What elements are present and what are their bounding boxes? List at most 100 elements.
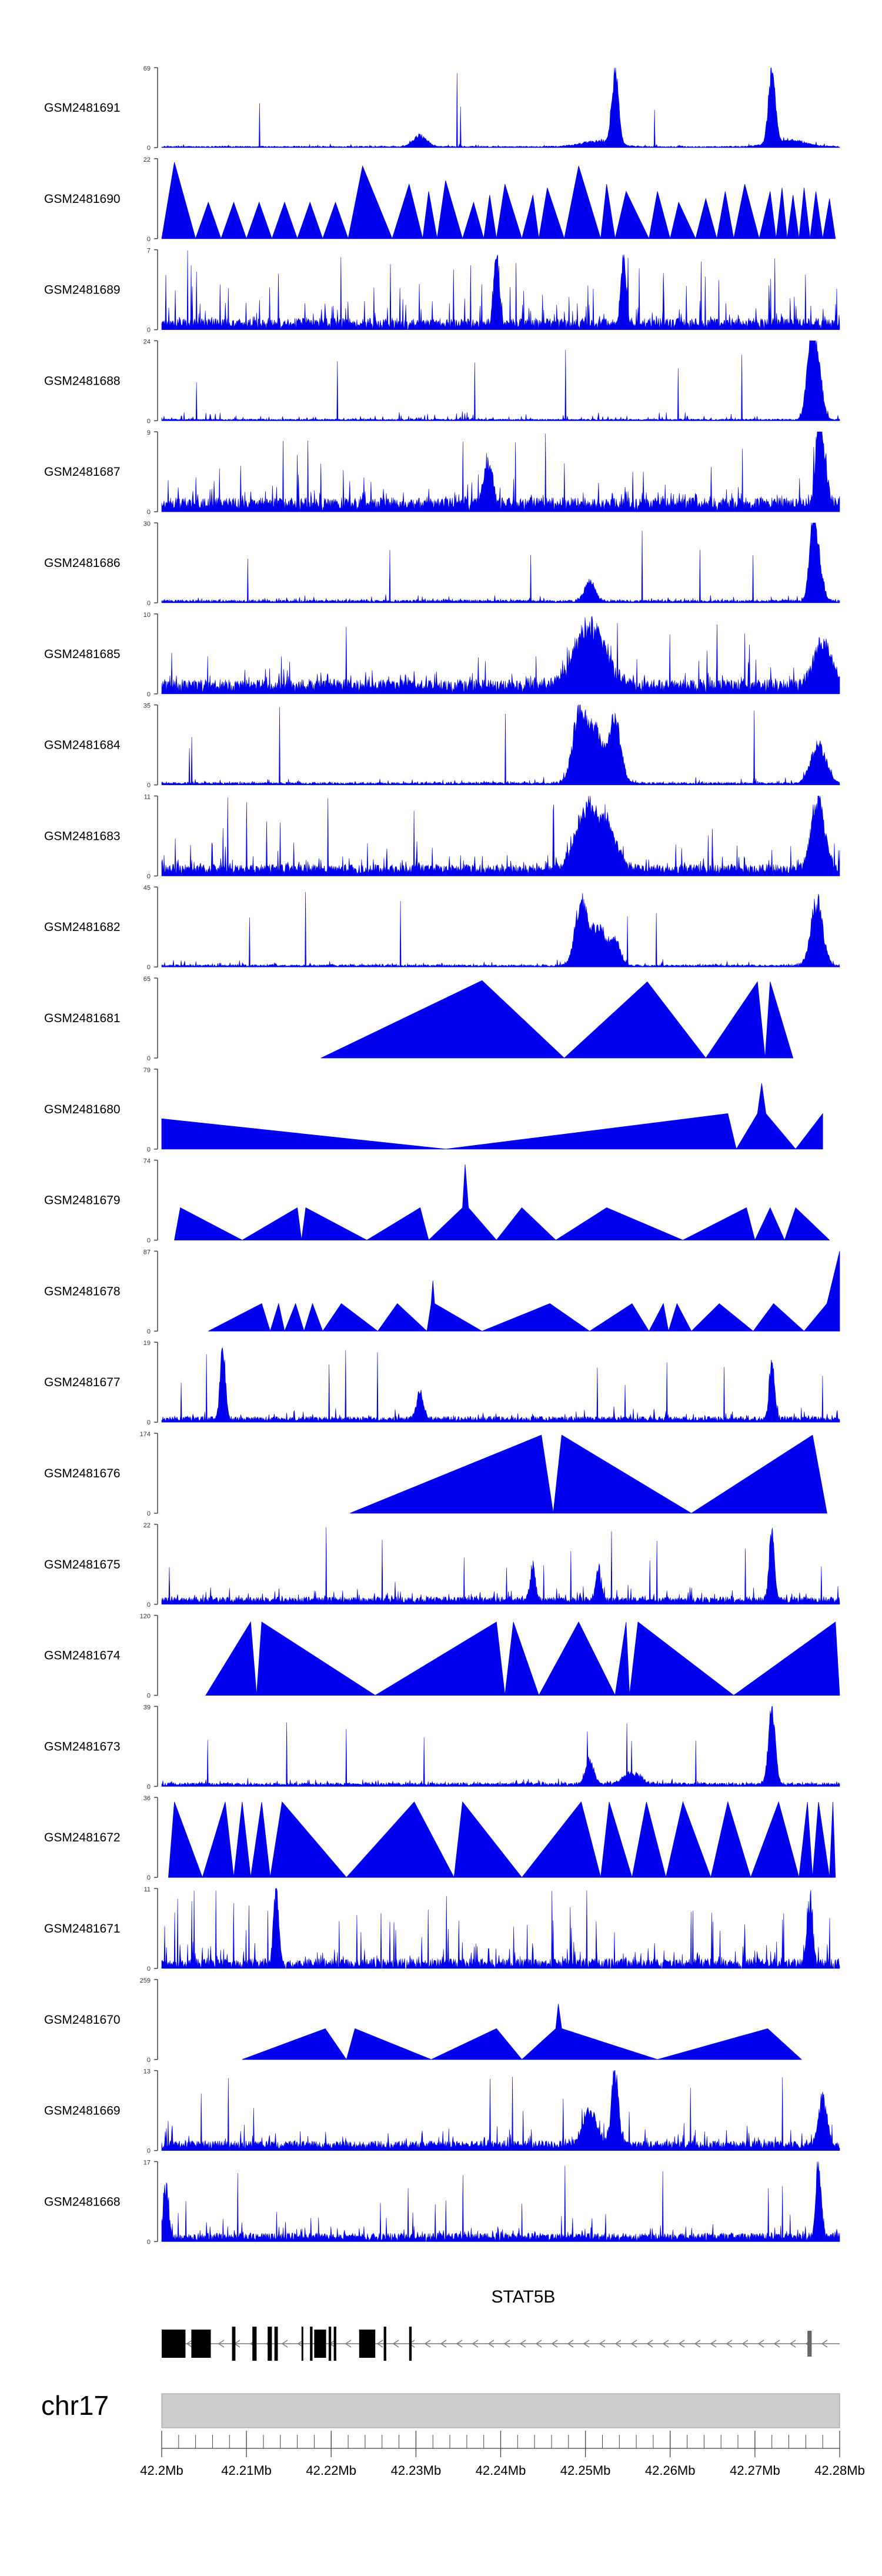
y-max-label: 79 <box>143 1067 151 1074</box>
exon <box>328 2327 332 2361</box>
y-min-label: 0 <box>147 2057 151 2064</box>
track: GSM2481679 74 0 <box>44 1158 830 1244</box>
signal-area <box>349 1434 827 1514</box>
tick-label: 42.24Mb <box>476 2463 526 2478</box>
strand-arrow-icon <box>440 2340 447 2348</box>
track-label: GSM2481690 <box>44 192 121 206</box>
y-min-label: 0 <box>147 1510 151 1517</box>
track-label: GSM2481670 <box>44 2013 121 2027</box>
y-max-label: 13 <box>143 2068 151 2076</box>
signal-area <box>161 522 840 603</box>
y-min-label: 0 <box>147 1419 151 1426</box>
y-max-label: 7 <box>147 248 151 255</box>
signal-area <box>161 1527 840 1605</box>
exon <box>162 2330 186 2358</box>
track: GSM2481677 19 0 <box>44 1340 840 1426</box>
signal-area <box>208 1251 840 1332</box>
strand-arrow-icon <box>392 2340 399 2348</box>
strand-arrow-icon <box>821 2340 828 2348</box>
exon <box>333 2327 336 2361</box>
y-max-label: 22 <box>143 156 151 163</box>
tick-label: 42.23Mb <box>391 2463 442 2478</box>
exon <box>409 2327 412 2361</box>
track-label: GSM2481669 <box>44 2104 121 2118</box>
track: GSM2481689 7 0 <box>44 248 840 334</box>
track-label: GSM2481683 <box>44 829 121 843</box>
signal-area <box>161 892 840 967</box>
signal-area <box>161 1347 840 1423</box>
y-max-label: 10 <box>143 612 151 619</box>
track: GSM2481686 30 0 <box>44 520 840 607</box>
strand-arrow-icon <box>646 2340 653 2348</box>
strand-arrow-icon <box>583 2340 590 2348</box>
y-min-label: 0 <box>147 145 151 152</box>
strand-arrow-icon <box>694 2340 701 2348</box>
y-min-label: 0 <box>147 1874 151 1881</box>
y-min-label: 0 <box>147 782 151 789</box>
y-min-label: 0 <box>147 509 151 516</box>
track-label: GSM2481675 <box>44 1558 121 1571</box>
track-label: GSM2481679 <box>44 1194 121 1207</box>
track: GSM2481680 79 0 <box>44 1067 823 1153</box>
exon <box>274 2327 278 2361</box>
y-max-label: 17 <box>143 2159 151 2166</box>
y-max-label: 45 <box>143 885 151 892</box>
y-min-label: 0 <box>147 2148 151 2155</box>
strand-arrow-icon <box>757 2340 764 2348</box>
track: GSM2481681 65 0 <box>44 976 794 1062</box>
track: GSM2481678 87 0 <box>44 1249 840 1335</box>
track-label: GSM2481677 <box>44 1376 121 1389</box>
track-label: GSM2481682 <box>44 920 121 934</box>
chromosome-bar <box>161 2393 840 2428</box>
signal-tracks: GSM2481691690GSM2481690220GSM248168970GS… <box>44 65 840 2245</box>
strand-arrow-icon <box>218 2340 225 2348</box>
track: GSM2481669 13 0 <box>44 2068 840 2155</box>
exon <box>314 2330 326 2358</box>
strand-arrow-icon <box>678 2340 685 2348</box>
y-max-label: 11 <box>144 1886 151 1893</box>
strand-arrow-icon <box>567 2340 574 2348</box>
track-label: GSM2481668 <box>44 2195 121 2208</box>
tick-label: 42.28Mb <box>814 2463 865 2478</box>
signal-area <box>161 162 836 240</box>
signal-area <box>205 1621 840 1696</box>
track-label: GSM2481681 <box>44 1012 121 1025</box>
y-min-label: 0 <box>147 1146 151 1153</box>
y-max-label: 9 <box>147 429 151 436</box>
y-min-label: 0 <box>147 236 151 243</box>
strand-arrow-icon <box>710 2340 717 2348</box>
signal-area <box>168 1801 836 1878</box>
y-min-label: 0 <box>147 1601 151 1609</box>
exon <box>191 2330 211 2358</box>
strand-arrow-icon <box>487 2340 495 2348</box>
track: GSM2481685 10 0 <box>44 612 840 698</box>
track-label: GSM2481687 <box>44 465 121 479</box>
y-min-label: 0 <box>147 1237 151 1244</box>
tick-label: 42.27Mb <box>730 2463 780 2478</box>
strand-arrow-icon <box>773 2340 780 2348</box>
y-max-label: 24 <box>143 338 151 345</box>
y-max-label: 11 <box>144 793 151 800</box>
track: GSM2481675 22 0 <box>44 1522 840 1609</box>
gene-label: STAT5B <box>492 2287 556 2307</box>
y-min-label: 0 <box>147 600 151 607</box>
y-min-label: 0 <box>147 1693 151 1700</box>
y-min-label: 0 <box>147 1328 151 1335</box>
track: GSM2481671 11 0 <box>44 1886 840 1973</box>
tick-label: 42.25Mb <box>560 2463 611 2478</box>
strand-arrow-icon <box>630 2340 637 2348</box>
track-label: GSM2481689 <box>44 283 121 297</box>
strand-arrow-icon <box>535 2340 542 2348</box>
exon <box>301 2327 303 2361</box>
track-label: GSM2481673 <box>44 1740 121 1753</box>
y-min-label: 0 <box>147 691 151 698</box>
genome-axis: chr17 42.2Mb 42.21Mb 42.22Mb 42.23Mb 42.24Mb… <box>41 2390 865 2478</box>
signal-area <box>161 796 840 876</box>
exon <box>359 2330 376 2358</box>
y-max-label: 30 <box>143 520 151 528</box>
signal-area <box>320 980 794 1059</box>
y-max-label: 74 <box>143 1158 151 1165</box>
strand-arrow-icon <box>424 2340 431 2348</box>
exon <box>268 2327 272 2361</box>
